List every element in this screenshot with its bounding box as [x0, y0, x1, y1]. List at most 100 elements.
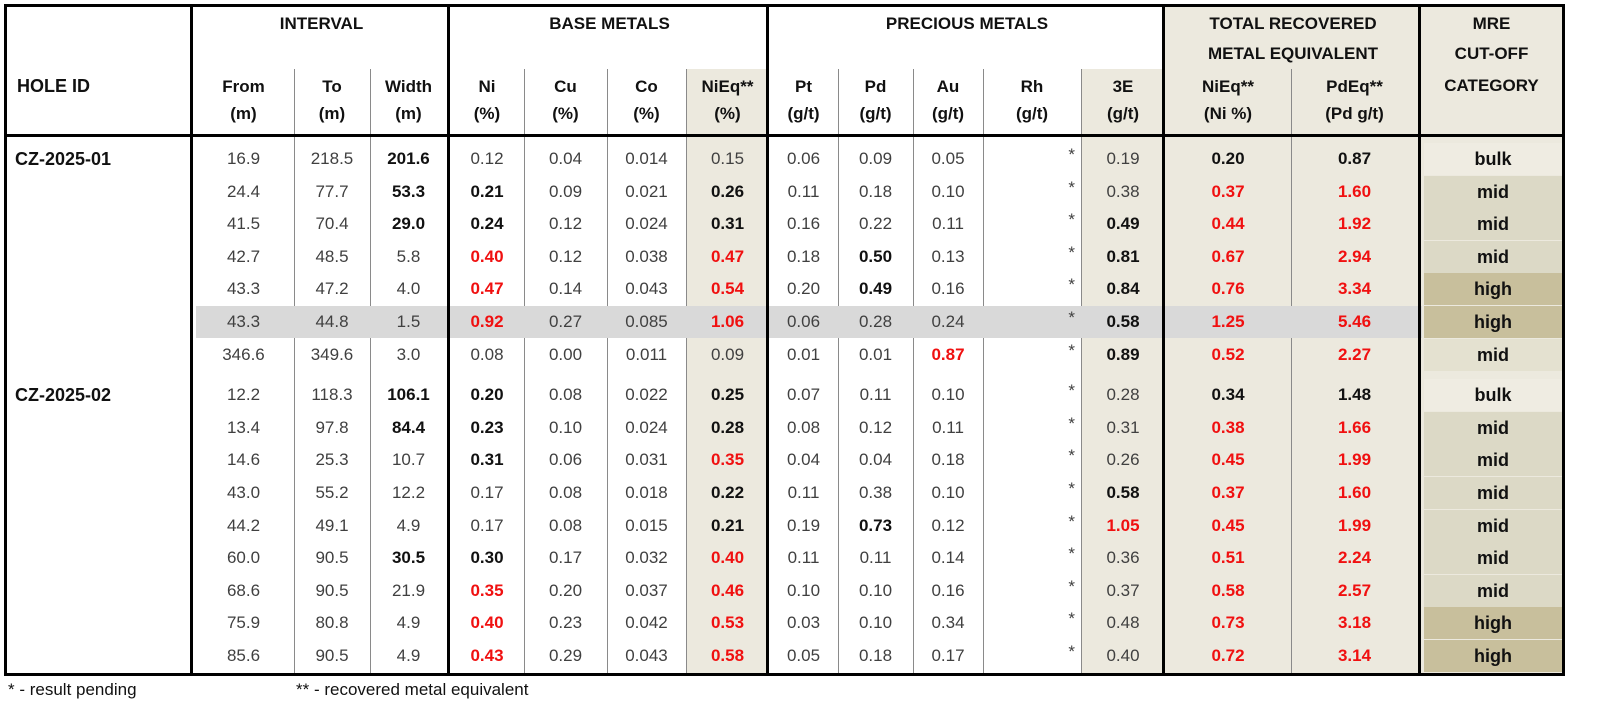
column-divider: [294, 69, 295, 673]
cell-ni: 0.43: [470, 646, 504, 665]
cell-cu: 0.10: [548, 417, 583, 437]
col-header-cu-unit: (%): [552, 104, 579, 123]
cell-3e: 0.37: [1106, 580, 1140, 600]
cell-ni: 0.40: [470, 246, 504, 266]
cell-pt: 0.03: [786, 613, 821, 633]
cell-pd: 0.10: [858, 613, 893, 633]
col-header-rh-name: Rh: [1020, 77, 1044, 96]
cell-total-pdeq: 5.46: [1337, 312, 1372, 331]
cell-pd: 0.73: [858, 515, 893, 535]
cell-rh: *: [1068, 609, 1075, 629]
cell-nieq: 0.15: [710, 149, 745, 168]
cell-cu: 0.00: [548, 344, 583, 364]
cell-3e: 0.38: [1106, 181, 1140, 201]
cell-total-pdeq: 1.60: [1337, 483, 1372, 502]
table-row: 43.3 47.2 4.0 0.47 0.14 0.043 0.54 0.20 0.49 0.16…: [7, 273, 1562, 306]
cell-width: 4.9: [396, 646, 421, 665]
group-divider: [447, 7, 450, 673]
cell-rh: *: [1068, 145, 1075, 164]
hole-id: CZ-2025-02: [15, 385, 112, 406]
table-row: 13.4 97.8 84.4 0.23 0.10 0.024 0.28 0.08 0.12 0.1…: [7, 411, 1562, 444]
table-row: 14.6 25.3 10.7 0.31 0.06 0.031 0.35 0.04 0.04 0.1…: [7, 444, 1562, 477]
cell-3e: 0.89: [1106, 344, 1140, 364]
cell-cu: 0.14: [548, 279, 583, 299]
col-header-from-name: From: [222, 77, 265, 96]
table-row: 44.2 49.1 4.9 0.17 0.08 0.015 0.21 0.19 0.73 0.12…: [7, 509, 1562, 542]
cell-pd: 0.22: [858, 214, 893, 234]
footnote-equivalent: ** - recovered metal equivalent: [296, 680, 529, 699]
cell-width: 30.5: [391, 548, 426, 568]
cell-total-nieq: 0.51: [1211, 548, 1245, 568]
cell-ni: 0.47: [470, 279, 504, 299]
base-metals-group-header: BASE METALS: [549, 14, 670, 33]
cell-rh: *: [1068, 642, 1075, 661]
col-header-rh-unit: (g/t): [1015, 104, 1049, 123]
cell-from: 16.9: [226, 149, 261, 168]
cell-rh: *: [1068, 576, 1075, 596]
cell-cu: 0.29: [548, 646, 583, 665]
cell-co: 0.038: [625, 246, 668, 266]
cell-pt: 0.11: [787, 548, 820, 568]
cell-nieq: 0.53: [710, 613, 745, 633]
table-row: 41.5 70.4 29.0 0.24 0.12 0.024 0.31 0.16 0.22 0.1…: [7, 208, 1562, 241]
cell-cu: 0.04: [548, 149, 583, 168]
column-divider: [1291, 69, 1292, 673]
cell-width: 4.9: [396, 515, 421, 535]
cell-cu: 0.17: [548, 548, 583, 568]
col-header-to-unit: (m): [318, 104, 346, 123]
cell-ni: 0.08: [470, 344, 504, 364]
cell-from: 44.2: [226, 515, 261, 535]
cell-ni: 0.35: [470, 580, 504, 600]
cell-pd: 0.18: [858, 181, 893, 201]
cell-from: 41.5: [226, 214, 261, 234]
column-divider: [686, 69, 687, 673]
cell-total-pdeq: 2.27: [1337, 344, 1372, 364]
cell-au: 0.11: [932, 214, 964, 234]
cell-width: 53.3: [391, 181, 426, 201]
col-header-pt-name: Pt: [795, 77, 812, 96]
cell-pd: 0.12: [858, 417, 893, 437]
cell-total-pdeq: 1.66: [1337, 417, 1372, 437]
cell-total-nieq: 0.58: [1211, 580, 1245, 600]
mre-category: high: [1424, 607, 1562, 640]
cell-3e: 0.28: [1106, 385, 1140, 405]
cell-total-nieq: 0.20: [1211, 149, 1245, 168]
cell-au: 0.16: [931, 580, 965, 600]
cell-au: 0.24: [931, 312, 965, 331]
cell-3e: 0.36: [1106, 548, 1140, 568]
cell-pt: 0.01: [786, 344, 821, 364]
cell-cu: 0.08: [548, 515, 583, 535]
cell-co: 0.085: [625, 312, 668, 331]
hole-id-header: HOLE ID: [17, 76, 91, 96]
cell-to: 25.3: [315, 450, 349, 470]
cell-co: 0.011: [625, 344, 668, 364]
cell-co: 0.043: [625, 279, 668, 299]
header-divider: [7, 134, 1562, 137]
cell-pt: 0.07: [786, 385, 821, 405]
interval-group-header: INTERVAL: [279, 14, 364, 33]
cell-ni: 0.31: [470, 450, 504, 470]
cell-pt: 0.11: [787, 483, 820, 502]
col-header-pd-name: Pd: [864, 77, 887, 96]
cell-pd: 0.10: [858, 580, 893, 600]
cell-co: 0.018: [625, 483, 668, 502]
cell-cu: 0.12: [548, 246, 583, 266]
cell-pt: 0.04: [786, 450, 821, 470]
col-header-to-name: To: [322, 77, 342, 96]
cell-nieq: 0.25: [710, 385, 745, 405]
cell-ni: 0.20: [470, 385, 504, 405]
cell-pt: 0.20: [786, 279, 821, 299]
cell-co: 0.042: [625, 613, 668, 633]
cell-nieq: 0.47: [710, 246, 745, 266]
cell-width: 4.9: [396, 613, 421, 633]
cell-from: 24.4: [226, 181, 261, 201]
cell-total-nieq: 0.76: [1211, 279, 1245, 299]
table-row: 346.6 349.6 3.0 0.08 0.00 0.011 0.09 0.01 0.01 0.…: [7, 338, 1562, 371]
cell-rh: *: [1068, 177, 1075, 197]
cell-rh: *: [1068, 275, 1075, 295]
mre-category: high: [1424, 640, 1562, 672]
cell-3e: 0.40: [1106, 646, 1140, 665]
cell-pd: 0.09: [858, 149, 893, 168]
cell-cu: 0.09: [548, 181, 583, 201]
cell-pt: 0.05: [786, 646, 821, 665]
